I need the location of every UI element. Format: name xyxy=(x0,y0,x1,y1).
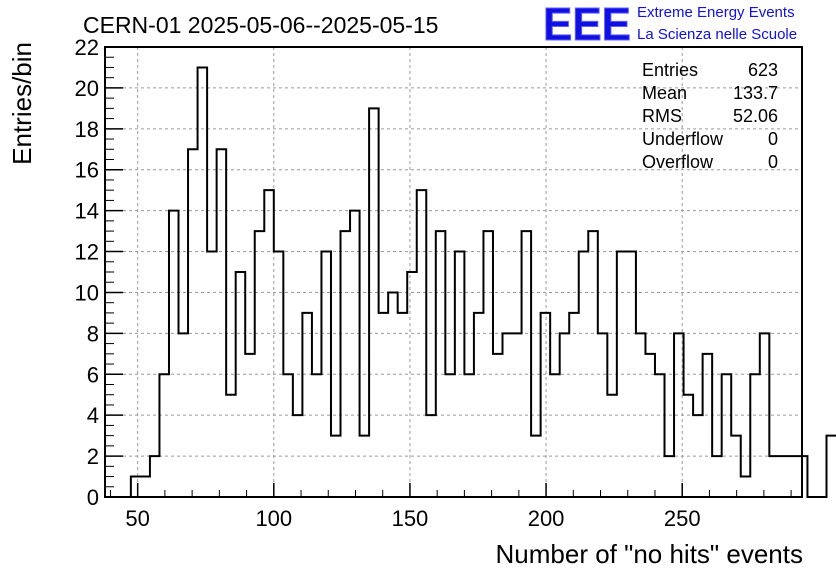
y-tick-label: 16 xyxy=(75,158,99,183)
y-tick-label: 2 xyxy=(87,444,99,469)
x-tick-label: 250 xyxy=(664,506,701,531)
stats-row-value: 52.06 xyxy=(733,106,778,126)
y-tick-label: 18 xyxy=(75,117,99,142)
eee-logo-line2: La Scienza nelle Scuole xyxy=(637,26,797,43)
stats-row-value: 623 xyxy=(748,60,778,80)
y-tick-label: 0 xyxy=(87,485,99,510)
x-axis-label: Number of "no hits" events xyxy=(496,539,804,569)
x-tick-label: 100 xyxy=(255,506,292,531)
y-tick-label: 6 xyxy=(87,362,99,387)
x-tick-label: 50 xyxy=(125,506,149,531)
y-tick-label: 4 xyxy=(87,403,99,428)
y-tick-label: 12 xyxy=(75,240,99,265)
stats-box: Entries 623 Mean 133.7 RMS 52.06 Underflow 0 Ove… xyxy=(642,60,778,172)
y-tick-label: 14 xyxy=(75,199,99,224)
eee-logo: EEE Extreme Energy Events La Scienza nel… xyxy=(543,0,798,51)
y-tick-label: 8 xyxy=(87,321,99,346)
stats-row-label: Mean xyxy=(642,83,687,103)
eee-logo-line1: Extreme Energy Events xyxy=(637,4,795,21)
y-tick-label: 20 xyxy=(75,76,99,101)
x-tick-label: 150 xyxy=(392,506,429,531)
y-tick-label: 22 xyxy=(75,35,99,60)
stats-row-value: 0 xyxy=(768,129,778,149)
eee-logo-letters: EEE xyxy=(543,0,631,50)
chart-title: CERN-01 2025-05-06--2025-05-15 xyxy=(83,12,438,38)
stats-row-label: Overflow xyxy=(642,152,714,172)
axis-ticks: 0 2 4 6 8 10 12 14 16 18 20 22 50 100 150 200 250 xyxy=(75,35,792,531)
grid xyxy=(105,47,802,497)
y-tick-label: 10 xyxy=(75,280,99,305)
stats-row-label: RMS xyxy=(642,106,682,126)
stats-row-value: 0 xyxy=(768,152,778,172)
y-axis-label: Entries/bin xyxy=(7,42,37,165)
histogram-step-line xyxy=(129,66,836,498)
stats-row-label: Entries xyxy=(642,60,698,80)
stats-row-label: Underflow xyxy=(642,129,724,149)
x-tick-label: 200 xyxy=(528,506,565,531)
stats-row-value: 133.7 xyxy=(733,83,778,103)
